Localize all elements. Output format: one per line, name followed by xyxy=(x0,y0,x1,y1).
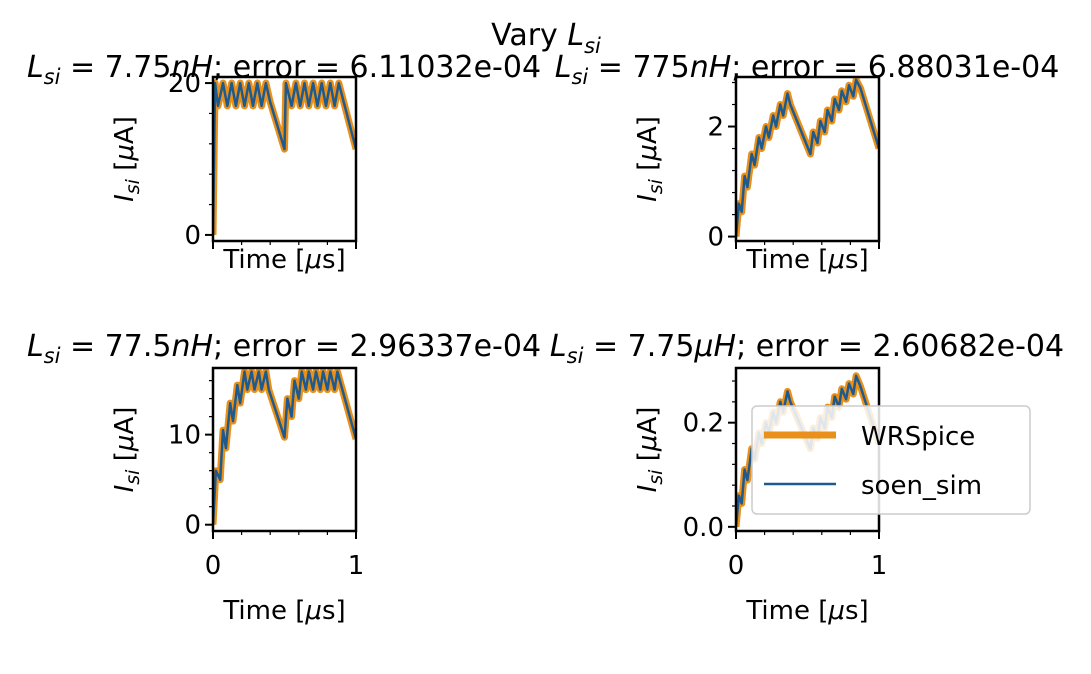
y-axis-label: Isi [μA] xyxy=(110,116,144,202)
y-tick-label: 2 xyxy=(707,113,724,143)
x-tick-label: 1 xyxy=(348,551,365,581)
x-tick-label: 1 xyxy=(871,551,888,581)
figure-title: Vary Lsi xyxy=(491,18,601,58)
axes-frame xyxy=(734,75,881,243)
series-line-soen-sim xyxy=(736,78,879,237)
legend-label-soen-sim: soen_sim xyxy=(861,471,982,501)
x-axis-label: Time [μs] xyxy=(745,245,868,275)
legend-label-wrspice: WRSpice xyxy=(861,422,975,452)
panel-title-top-right: Lsi = 775nH; error = 6.88031e-04 xyxy=(555,50,1060,89)
y-tick-label: 10 xyxy=(168,421,201,451)
y-tick-label: 0.0 xyxy=(683,513,724,543)
y-tick-label: 0 xyxy=(707,223,724,253)
y-axis-label: Isi [μA] xyxy=(633,116,667,202)
y-axis-label: Isi [μA] xyxy=(633,407,667,493)
x-tick-label: 0 xyxy=(728,551,745,581)
panel-top-left: 0 20 Time [μs] Isi [μA] xyxy=(110,69,358,275)
y-axis-label: Isi [μA] xyxy=(110,407,144,493)
panel-title-top-left: Lsi = 7.75nH; error = 6.11032e-04 xyxy=(27,50,541,89)
legend: WRSpice soen_sim xyxy=(751,405,1031,515)
y-tick-label: 0.2 xyxy=(683,409,724,439)
x-axis-label: Time [μs] xyxy=(222,596,345,626)
panel-title-bottom-left: Lsi = 77.5nH; error = 2.96337e-04 xyxy=(27,329,541,368)
x-axis-label: Time [μs] xyxy=(222,245,345,275)
y-tick-label: 0 xyxy=(184,221,201,251)
panel-top-right: 0 2 Time [μs] Isi [μA] xyxy=(633,75,881,275)
y-tick-label: 20 xyxy=(168,69,201,99)
panel-title-bottom-right: Lsi = 7.75μH; error = 2.60682e-04 xyxy=(550,329,1064,368)
series-line-soen-sim xyxy=(213,370,356,525)
axes-frame xyxy=(211,366,358,533)
x-tick-label: 0 xyxy=(205,551,222,581)
series-line-soen-sim xyxy=(213,81,356,235)
x-axis-label: Time [μs] xyxy=(745,596,868,626)
y-tick-label: 0 xyxy=(184,511,201,541)
axes-frame xyxy=(211,75,358,243)
